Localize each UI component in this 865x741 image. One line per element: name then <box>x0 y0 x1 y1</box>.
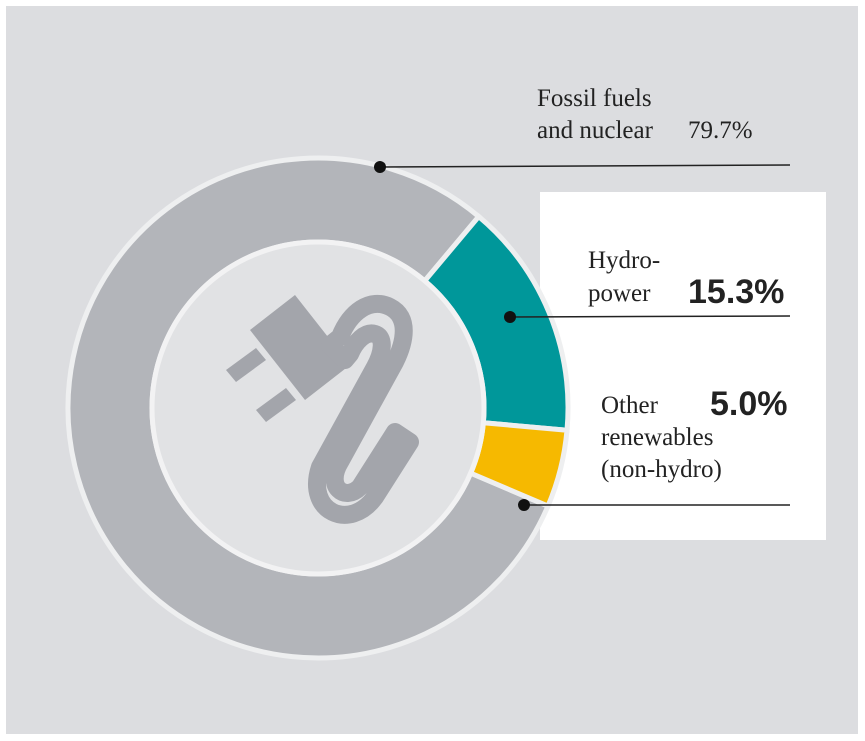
category-label: Other <box>601 392 659 419</box>
label-panel <box>540 192 826 540</box>
leader-line <box>509 315 791 318</box>
category-label: and nuclear <box>537 117 654 144</box>
inner-circle <box>149 239 487 577</box>
leader-dot <box>518 499 530 511</box>
category-label: Hydro- <box>588 247 660 274</box>
category-label: Fossil fuels <box>537 85 652 112</box>
category-label: renewables <box>601 424 713 451</box>
leader-dot <box>374 161 386 173</box>
labels: Fossil fuels and nuclear 79.7% Hydro-power 1… <box>374 85 791 511</box>
leader-dot <box>504 311 516 323</box>
leader-line <box>379 164 791 168</box>
value-label: 79.7% <box>688 117 753 144</box>
category-label: (non-hydro) <box>601 456 722 483</box>
category-label: power <box>588 280 651 307</box>
value-label: 5.0% <box>710 385 788 423</box>
plug-icon <box>226 294 419 524</box>
value-label: 15.3% <box>688 273 784 311</box>
